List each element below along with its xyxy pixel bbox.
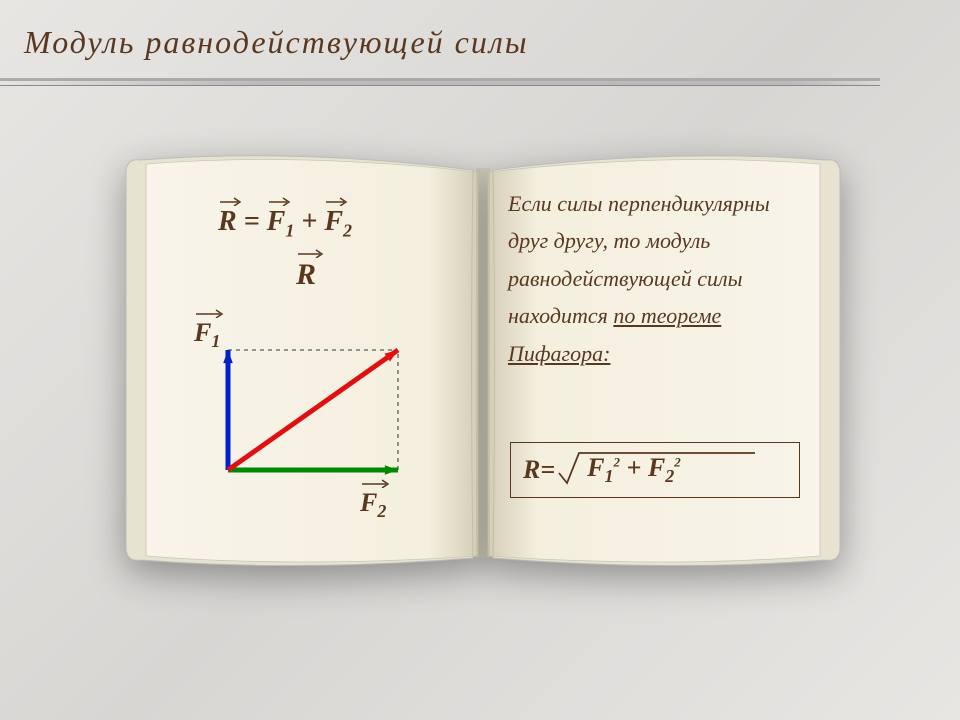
F1-subscript: 1: [285, 221, 294, 241]
F1-symbol: F: [267, 206, 286, 237]
equals: =: [237, 206, 267, 237]
explanation-text: Если силы перпендикулярны друг другу, то…: [508, 185, 808, 372]
vector-sum-formula: R = F1 + F2: [218, 206, 352, 242]
plus: +: [294, 206, 324, 237]
F2-symbol: F: [324, 206, 343, 237]
equals-2: =: [540, 455, 555, 485]
F2-subscript: 2: [343, 221, 352, 241]
R-diagram-label: R: [296, 258, 316, 292]
right-page: Если силы перпендикулярны друг другу, то…: [498, 170, 818, 550]
left-page: R = F1 + F2 R F1 F2: [148, 170, 478, 550]
R-symbol: R: [218, 206, 237, 237]
open-book: R = F1 + F2 R F1 F2 Если силы перпендику…: [118, 140, 848, 580]
slide-title: Модуль равнодействующей силы: [24, 24, 528, 61]
R-result: R: [523, 455, 540, 485]
vector-diagram: [208, 330, 438, 490]
title-underline: [0, 78, 880, 86]
pythagoras-formula: R = F12 + F22: [510, 442, 800, 498]
F2-diagram-label: F2: [360, 488, 386, 522]
